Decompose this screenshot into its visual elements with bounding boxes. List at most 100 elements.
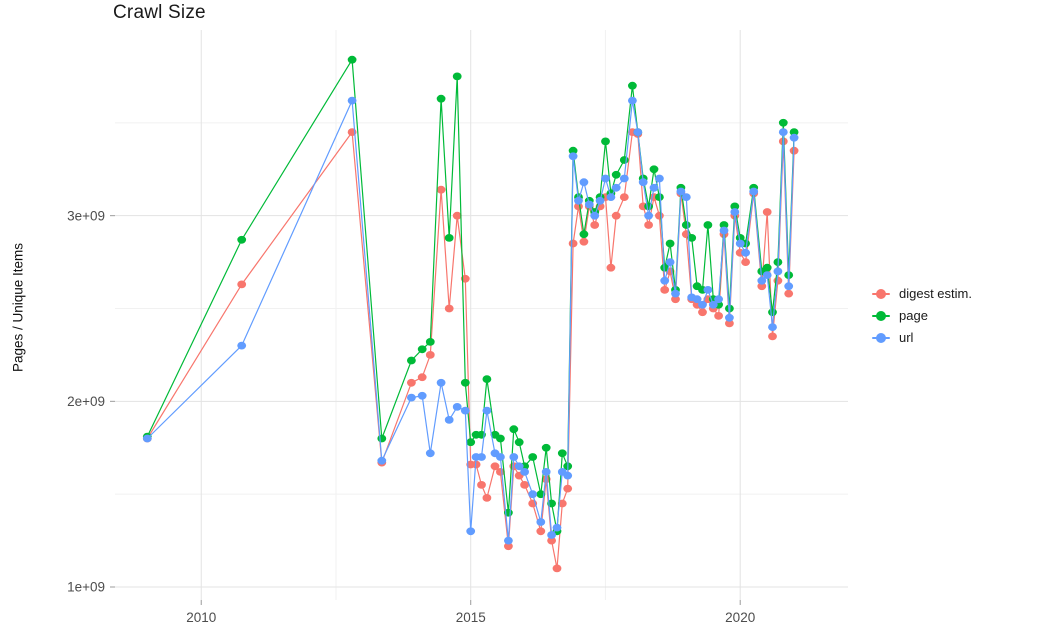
data-point-1 (417, 345, 427, 354)
data-point-0 (660, 286, 670, 294)
data-point-2 (436, 378, 446, 387)
data-point-0 (504, 542, 513, 551)
data-point-2 (377, 456, 387, 465)
data-point-0 (619, 193, 629, 202)
series-line-2 (146, 99, 795, 542)
data-point-2 (730, 208, 740, 216)
legend-key-url-icon (872, 332, 890, 344)
data-point-0 (557, 499, 567, 508)
data-point-2 (552, 523, 562, 532)
data-point-0 (520, 481, 529, 489)
data-point-2 (536, 518, 546, 526)
data-point-1 (768, 308, 777, 317)
data-point-1 (789, 128, 799, 137)
legend-item-digest-estim: digest estim. (872, 286, 972, 301)
data-point-2 (644, 211, 653, 220)
data-point-0 (237, 280, 247, 289)
data-point-1 (644, 202, 653, 211)
data-point-2 (466, 527, 476, 536)
data-point-0 (725, 319, 734, 328)
data-point-2 (541, 468, 551, 476)
chart-legend: digest estim. page url (872, 286, 972, 345)
data-point-2 (606, 193, 616, 202)
data-point-2 (735, 239, 745, 248)
data-point-1 (347, 55, 357, 64)
data-point-1 (687, 234, 697, 242)
x-tick-label: 2015 (456, 610, 486, 625)
data-point-1 (703, 221, 713, 229)
data-point-2 (547, 531, 556, 539)
y-axis-label: Pages / Unique Items (10, 242, 26, 373)
x-tick-label: 2020 (725, 610, 755, 625)
data-point-0 (741, 258, 750, 266)
data-point-2 (452, 403, 462, 411)
data-point-2 (768, 323, 777, 331)
data-point-2 (638, 178, 648, 187)
data-point-2 (460, 406, 470, 415)
data-point-1 (514, 438, 524, 447)
data-point-2 (417, 391, 427, 400)
chart-title: Crawl Size (113, 2, 206, 23)
data-point-1 (557, 449, 567, 458)
data-point-1 (377, 434, 387, 443)
data-point-2 (568, 152, 578, 161)
data-point-0 (644, 221, 653, 229)
data-point-2 (514, 462, 524, 471)
data-point-0 (757, 282, 767, 291)
data-point-2 (619, 174, 629, 183)
data-point-2 (595, 196, 605, 205)
data-point-1 (730, 202, 740, 211)
data-point-0 (773, 276, 783, 285)
data-point-1 (466, 438, 476, 447)
data-point-2 (773, 267, 783, 276)
data-point-1 (444, 234, 454, 242)
data-point-2 (628, 96, 637, 105)
data-point-2 (671, 289, 680, 298)
data-point-1 (509, 425, 519, 434)
data-point-2 (407, 393, 416, 402)
data-point-1 (601, 137, 610, 146)
data-point-2 (347, 96, 357, 105)
data-point-1 (425, 338, 435, 346)
data-point-2 (584, 200, 594, 209)
data-point-0 (762, 208, 772, 216)
data-point-1 (452, 72, 462, 81)
data-point-2 (520, 468, 529, 476)
data-point-1 (762, 263, 772, 272)
data-point-1 (735, 234, 745, 242)
data-point-0 (536, 527, 546, 536)
data-point-0 (698, 308, 707, 317)
data-point-1 (541, 443, 551, 452)
data-point-2 (665, 258, 675, 266)
data-point-2 (708, 300, 718, 309)
data-point-2 (692, 295, 702, 304)
data-point-0 (579, 237, 589, 246)
data-point-2 (784, 282, 794, 291)
data-point-1 (665, 239, 675, 248)
data-point-2 (649, 183, 659, 192)
data-point-0 (547, 536, 556, 545)
data-point-2 (757, 276, 767, 285)
data-point-0 (590, 221, 600, 229)
data-point-2 (789, 133, 799, 142)
data-point-1 (407, 356, 416, 365)
data-point-1 (528, 453, 538, 461)
data-point-0 (482, 494, 492, 502)
data-point-0 (671, 295, 680, 304)
data-point-2 (574, 196, 583, 205)
data-point-0 (541, 475, 551, 484)
data-point-0 (714, 312, 723, 320)
data-point-1 (619, 156, 629, 164)
data-point-2 (142, 434, 152, 443)
data-point-0 (425, 351, 435, 359)
data-point-2 (714, 295, 723, 304)
data-point-1 (719, 221, 729, 229)
data-point-2 (655, 174, 664, 183)
data-point-2 (778, 128, 788, 137)
data-point-1 (655, 193, 664, 202)
y-tick-label: 2e+09 (67, 394, 105, 409)
data-point-2 (611, 183, 621, 192)
data-point-2 (749, 187, 759, 196)
data-point-0 (552, 564, 562, 573)
